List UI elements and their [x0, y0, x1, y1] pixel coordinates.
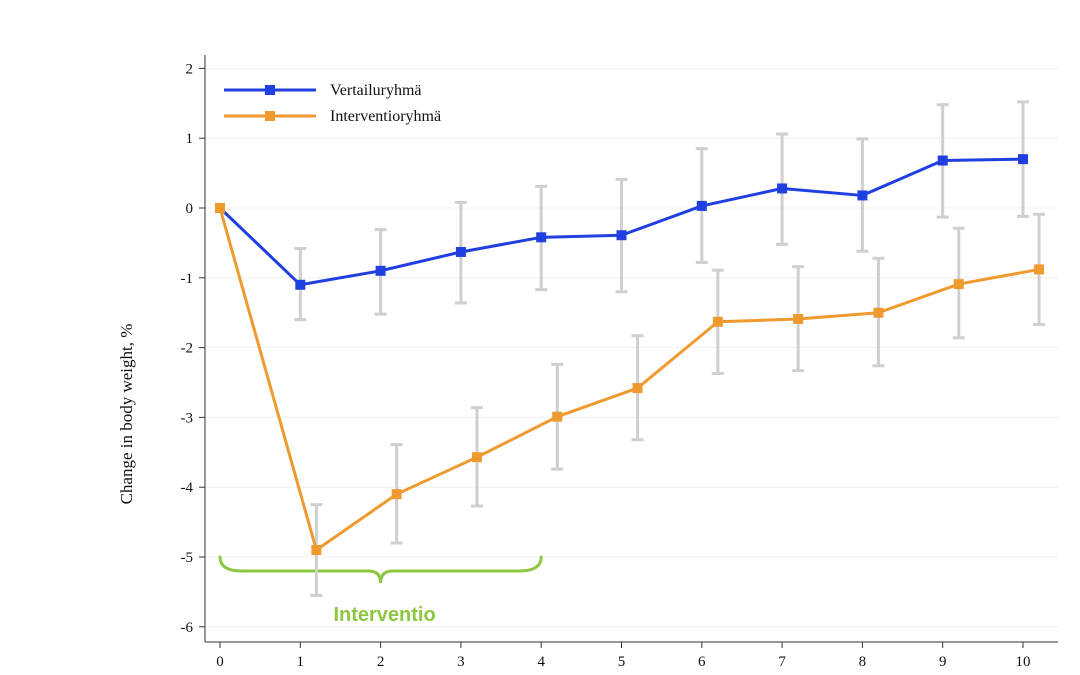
legend: Vertailuryhmä Interventioryhmä — [224, 82, 441, 125]
data-point — [552, 411, 563, 422]
x-tick-label: 1 — [297, 654, 305, 670]
x-tick-label: 5 — [618, 654, 626, 670]
x-tick-label: 8 — [859, 654, 867, 670]
data-point — [937, 155, 948, 166]
x-tick-label: 0 — [216, 654, 224, 670]
data-point — [712, 316, 723, 327]
intervention-label: Interventio — [333, 604, 435, 626]
y-tick-label: 1 — [186, 131, 194, 147]
y-tick-label: -3 — [181, 410, 194, 426]
y-tick-label: 2 — [186, 61, 194, 77]
data-point — [1018, 154, 1028, 165]
data-point — [471, 452, 482, 463]
data-point — [295, 279, 306, 290]
y-tick-label: -4 — [181, 480, 194, 496]
legend-entry: Interventioryhmä — [330, 108, 441, 125]
x-tick-label: 3 — [457, 654, 465, 670]
y-tick-label: -2 — [181, 341, 194, 357]
x-tick-label: 9 — [939, 654, 947, 670]
data-point — [857, 190, 868, 201]
data-point — [777, 183, 788, 194]
data-point — [215, 203, 225, 213]
data-point — [616, 230, 627, 241]
series-line-1 — [218, 207, 1040, 552]
legend-marker — [265, 111, 275, 121]
data-point — [311, 545, 322, 556]
x-tick-label: 6 — [698, 654, 706, 670]
x-tick-label: 4 — [537, 654, 545, 670]
gridlines — [205, 67, 1058, 628]
data-point — [1034, 264, 1045, 275]
data-point — [696, 200, 707, 211]
series-markers — [215, 154, 1045, 556]
data-point — [375, 265, 386, 276]
x-tick-label: 2 — [377, 654, 385, 670]
intervention-annotation: Interventio — [218, 555, 543, 626]
data-point — [632, 383, 643, 394]
data-point — [536, 232, 547, 243]
x-tick-label: 10 — [1016, 654, 1031, 670]
data-point — [793, 313, 804, 324]
data-point — [953, 279, 964, 290]
x-tick-label: 7 — [778, 654, 786, 670]
axes: 210-1-2-3-4-5-60 1 2 3 4 5 6 7 8 9 10 — [181, 55, 1058, 670]
data-point — [455, 246, 466, 257]
y-tick-label: 0 — [186, 201, 194, 217]
series-lines — [218, 157, 1040, 552]
y-axis-label: Change in body weight, % — [117, 324, 136, 505]
intervention-brace — [218, 555, 543, 584]
legend-entry: Vertailuryhmä — [330, 82, 422, 99]
data-point — [391, 489, 402, 500]
legend-marker — [265, 85, 275, 95]
data-point — [873, 307, 884, 318]
y-tick-label: -5 — [181, 550, 194, 566]
y-tick-label: -1 — [181, 271, 194, 287]
y-tick-label: -6 — [181, 620, 194, 636]
error-bars — [294, 100, 1046, 597]
